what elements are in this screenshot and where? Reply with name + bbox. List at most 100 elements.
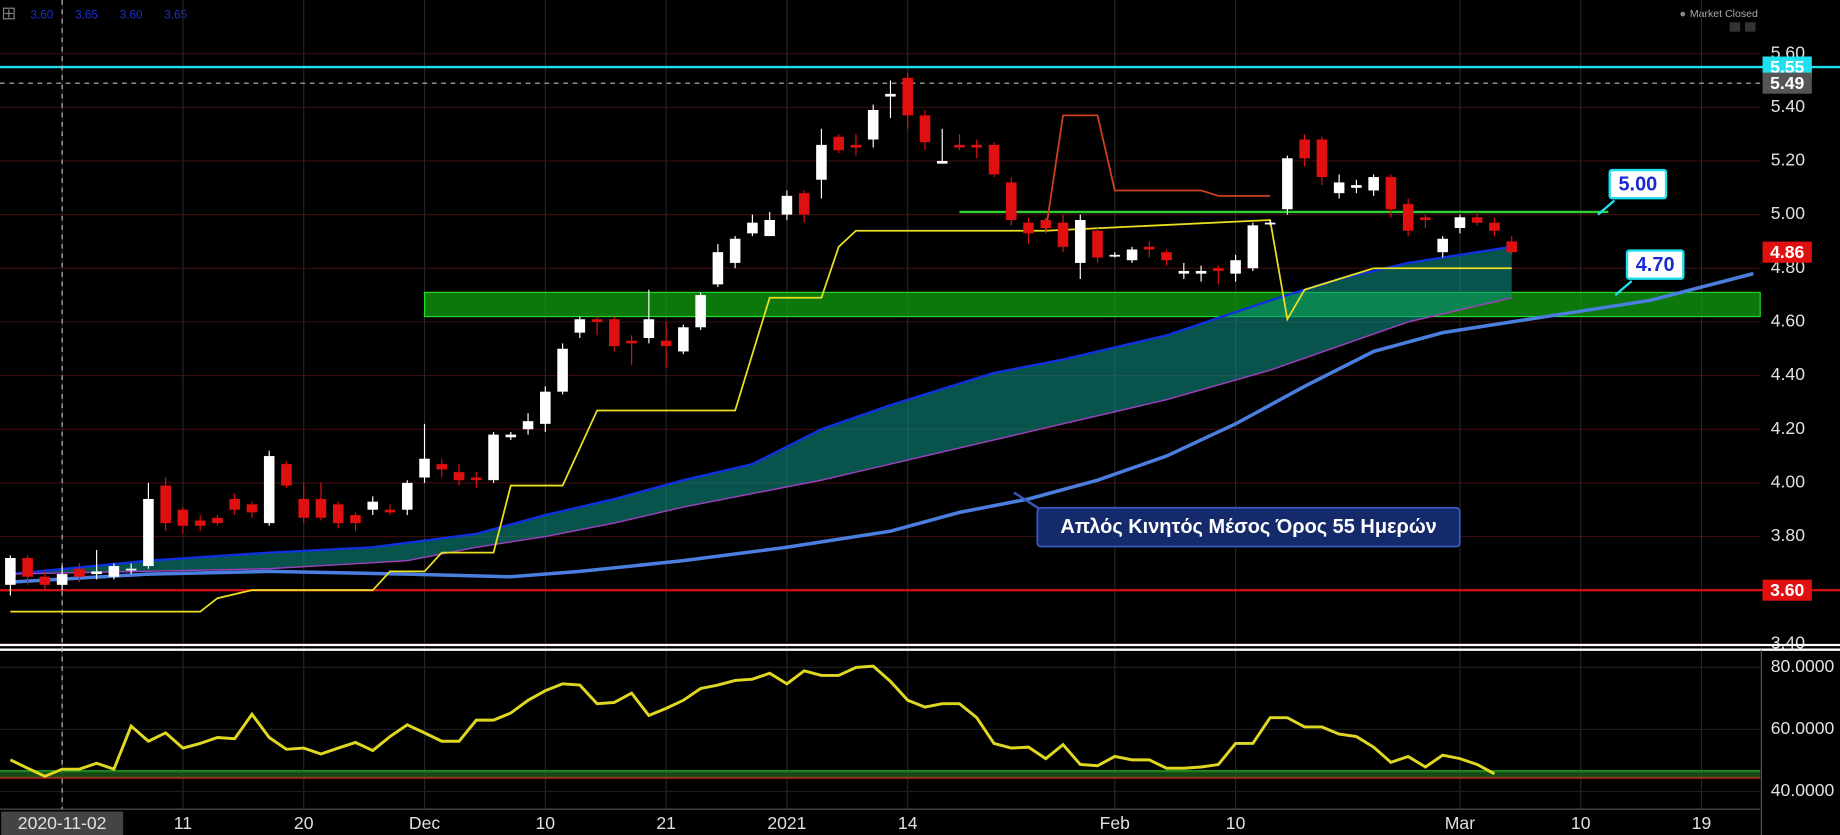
candle-body — [936, 160, 948, 164]
candle-body — [1109, 254, 1121, 257]
callout-pointer — [1597, 199, 1616, 216]
y-tick-label: 40.0000 — [1771, 780, 1835, 800]
x-tick-label: 20 — [294, 813, 314, 833]
y-tick-label: 4.00 — [1771, 472, 1805, 492]
x-tick-label: 10 — [1571, 813, 1591, 833]
candle-body — [1264, 222, 1276, 225]
annotation-box — [1036, 506, 1461, 548]
x-tick-label: 14 — [898, 813, 918, 833]
price-tag — [1762, 241, 1812, 263]
price-tag-label: 5.55 — [1770, 57, 1804, 77]
candle-body — [22, 557, 33, 577]
x-tick-label: 10 — [536, 813, 556, 833]
callout-label: 5.00 — [1618, 174, 1657, 196]
annotation-label: Απλός Κινητός Μέσος Όρος 55 Ημερών — [1060, 516, 1436, 538]
candle-body — [971, 144, 983, 148]
oscillator-band — [0, 771, 1761, 778]
x-tick-label: Feb — [1100, 813, 1131, 833]
candle-body — [436, 464, 448, 470]
x-tick-label: 11 — [174, 813, 192, 833]
candle-body — [1351, 185, 1362, 188]
price-tag-label: 3.60 — [1770, 580, 1804, 600]
x-tick-label: 10 — [1226, 813, 1246, 833]
oscillator-line — [9, 664, 1496, 778]
price-tag — [1762, 72, 1812, 94]
candle-body — [695, 295, 706, 328]
candle-body — [505, 434, 517, 438]
candle-body — [850, 144, 862, 148]
candle-body — [74, 568, 85, 577]
y-tick-label: 4.60 — [1771, 311, 1805, 331]
candle-body — [1454, 217, 1466, 229]
ohlc-readout: 3.65 — [164, 8, 187, 21]
window-button[interactable] — [1729, 22, 1741, 32]
candle-body — [1144, 246, 1155, 250]
expand-icon[interactable] — [2, 7, 15, 20]
candle-body — [1040, 219, 1052, 229]
annotation-pointer — [1013, 491, 1041, 510]
candle-body — [1057, 222, 1069, 247]
candle-body — [143, 498, 154, 567]
candle-body — [747, 222, 758, 234]
candle-body — [1023, 222, 1034, 234]
price-tag-label: 4.86 — [1770, 242, 1804, 262]
candle-body — [1178, 270, 1190, 274]
y-tick-label: 80.0000 — [1771, 656, 1835, 676]
indicator-line — [10, 219, 1512, 613]
candle-body — [574, 319, 586, 333]
candle-body — [56, 574, 68, 585]
candle-body — [988, 144, 1000, 175]
x-tick-label: 2020-11-02 — [18, 813, 107, 833]
candle-body — [332, 504, 344, 524]
price-tag — [1762, 579, 1812, 601]
candle-body — [1299, 139, 1310, 159]
candle-body — [212, 517, 223, 524]
candle-body — [125, 568, 137, 571]
candle-body — [1471, 217, 1483, 223]
candle-body — [1489, 222, 1500, 231]
candle-body — [522, 421, 534, 430]
candle-body — [1230, 260, 1241, 274]
candle-body — [453, 472, 465, 481]
candle-body — [350, 515, 361, 524]
y-tick-label: 60.0000 — [1771, 718, 1835, 738]
callout-label: 4.70 — [1636, 254, 1675, 276]
candle-body — [1420, 217, 1431, 220]
candle-body — [1385, 177, 1397, 210]
indicator-line — [10, 297, 1512, 575]
candle-body — [1506, 241, 1517, 253]
candle-body — [1368, 177, 1379, 191]
candle-body — [591, 319, 603, 322]
status-dot — [1680, 11, 1686, 17]
candle-body — [1282, 158, 1293, 210]
y-tick-label: 4.40 — [1771, 364, 1805, 384]
y-tick-label: 5.20 — [1771, 150, 1805, 170]
y-tick-label: 4.20 — [1771, 418, 1805, 438]
candle-body — [91, 571, 102, 575]
candle-body — [540, 391, 551, 424]
candle-body — [1333, 182, 1345, 194]
candle-body — [902, 77, 913, 116]
callout-box — [1608, 168, 1668, 200]
candle-body — [643, 319, 655, 339]
x-tick-highlight — [1, 811, 124, 835]
candle-body — [867, 109, 879, 140]
window-button[interactable] — [1744, 22, 1756, 32]
candle-body — [1075, 219, 1086, 263]
x-tick-label: Dec — [409, 813, 440, 833]
support-zone — [423, 291, 1761, 318]
market-status: Market Closed — [1690, 8, 1758, 20]
x-tick-label: 2021 — [767, 813, 806, 833]
price-tag — [1762, 56, 1812, 78]
ohlc-readout: 3.60 — [31, 8, 54, 21]
x-tick-label: 19 — [1692, 813, 1712, 833]
candle-body — [1195, 270, 1207, 274]
y-tick-label: 3.80 — [1771, 525, 1805, 545]
ohlc-readout: 3.60 — [120, 8, 143, 21]
candle-body — [194, 520, 206, 526]
callout-pointer — [1614, 280, 1633, 296]
x-tick-label: Mar — [1445, 813, 1475, 833]
candle-body — [712, 252, 724, 285]
candle-body — [384, 509, 396, 513]
